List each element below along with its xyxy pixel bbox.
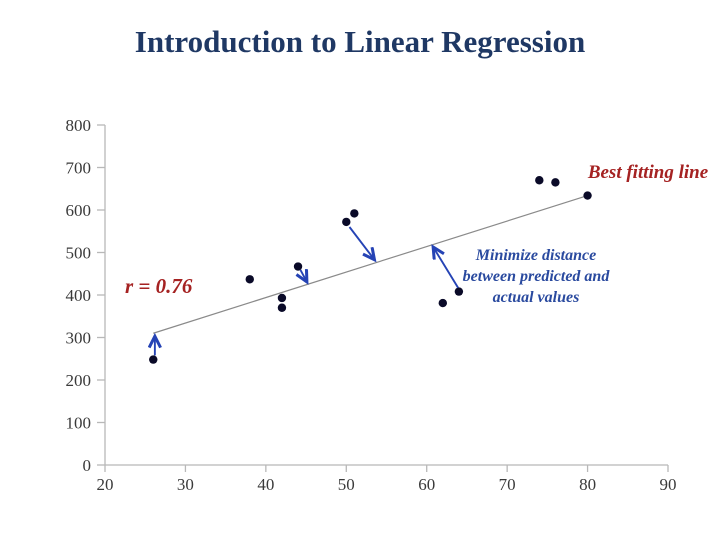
- page-title: Introduction to Linear Regression: [134, 24, 586, 59]
- x-tick-label: 20: [97, 475, 114, 494]
- data-point: [535, 176, 544, 185]
- correlation-label: r = 0.76: [125, 274, 193, 298]
- y-tick-label: 400: [66, 286, 92, 305]
- error-arrow: [348, 226, 375, 260]
- x-tick-label: 40: [257, 475, 274, 494]
- data-point: [277, 303, 287, 312]
- y-tick-label: 700: [66, 159, 92, 178]
- y-tick-label: 200: [66, 371, 92, 390]
- error-arrow: [300, 270, 306, 282]
- x-tick-label: 80: [579, 475, 596, 494]
- data-point: [293, 262, 303, 271]
- x-tick-label: 70: [499, 475, 516, 494]
- y-tick-label: 800: [66, 116, 92, 135]
- best-fit-line: [153, 194, 588, 334]
- y-tick-label: 100: [66, 414, 92, 433]
- error-arrow: [433, 247, 459, 289]
- data-point: [245, 275, 254, 284]
- y-tick-label: 500: [66, 244, 92, 263]
- y-tick-label: 300: [66, 329, 92, 348]
- x-tick-label: 50: [338, 475, 355, 494]
- y-tick-label: 600: [66, 201, 92, 220]
- x-tick-label: 90: [660, 475, 677, 494]
- data-point: [149, 355, 158, 364]
- data-point: [277, 293, 287, 303]
- data-point: [551, 178, 560, 187]
- data-point: [350, 209, 359, 218]
- data-point: [583, 191, 592, 200]
- y-tick-label: 0: [83, 456, 92, 475]
- best-fitting-line-label: Best fitting line: [587, 162, 709, 183]
- data-point: [454, 287, 464, 296]
- data-point: [438, 298, 447, 308]
- data-point: [342, 217, 351, 227]
- x-tick-label: 30: [177, 475, 194, 494]
- minimize-distance-label: Minimize distance between predicted and …: [462, 247, 610, 306]
- x-tick-label: 60: [418, 475, 435, 494]
